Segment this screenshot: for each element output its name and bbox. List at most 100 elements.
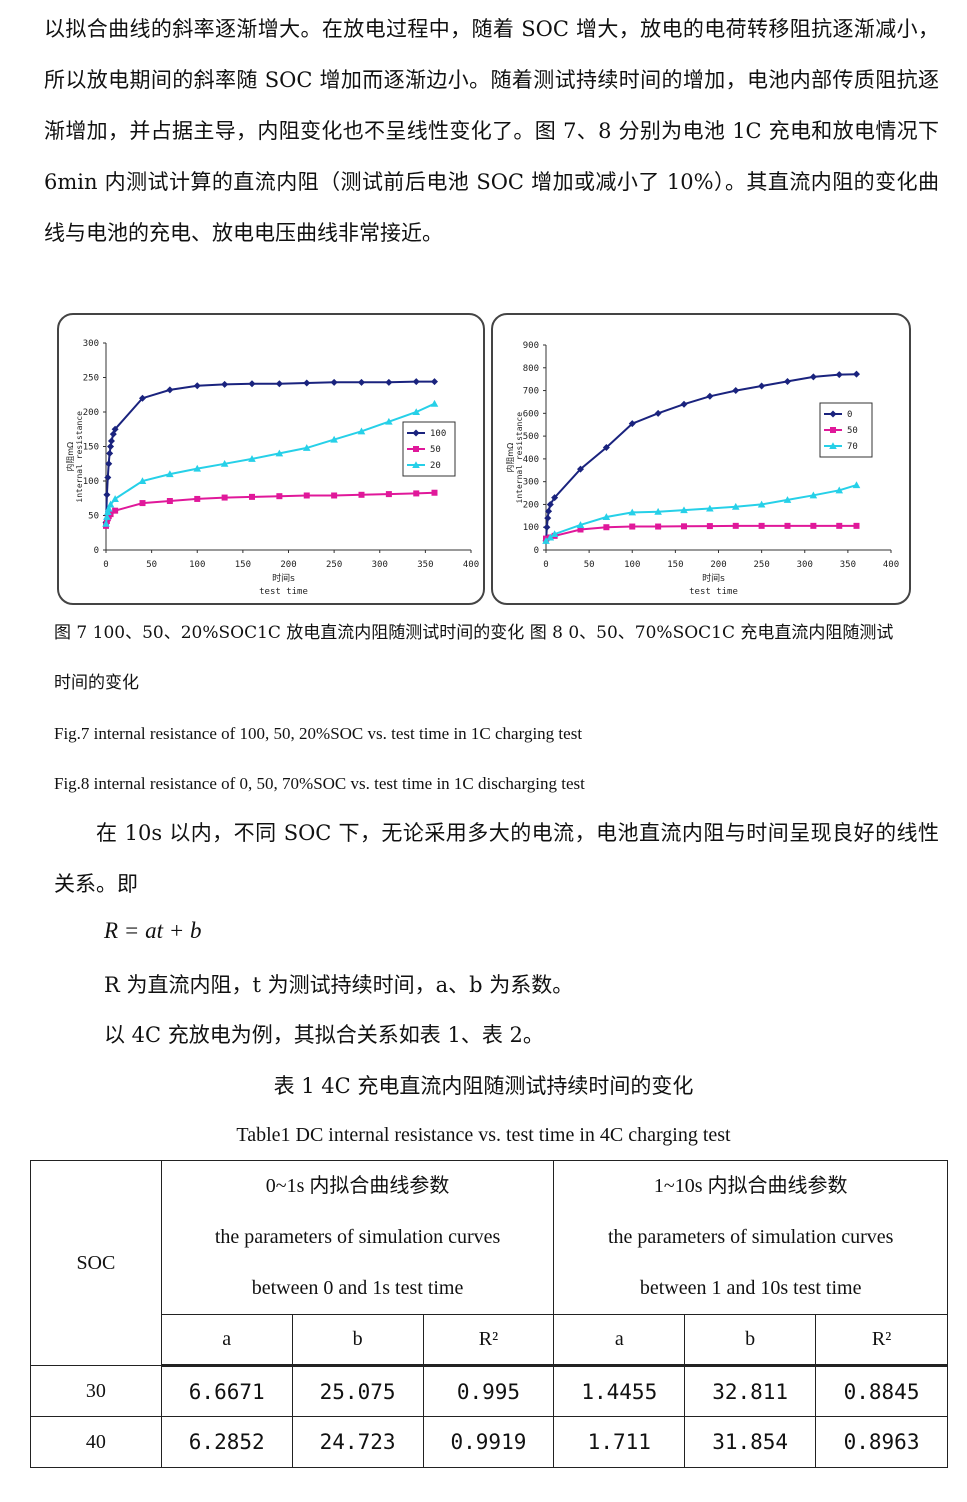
x-tick-label: 50 — [146, 560, 157, 570]
series-line-70 — [545, 484, 857, 542]
subheader-r2-2: R² — [815, 1314, 948, 1367]
data-point-0 — [706, 392, 714, 400]
data-point-100 — [385, 378, 393, 386]
data-point-0 — [545, 507, 553, 515]
legend-marker — [830, 427, 836, 433]
data-point-50 — [249, 493, 255, 500]
data-point-0 — [853, 370, 860, 378]
data-point-100 — [275, 380, 283, 388]
x-axis-label-cn: 时间s — [272, 572, 295, 584]
y-tick-label: 700 — [523, 387, 539, 397]
soc-cell: 30 — [30, 1365, 162, 1417]
data-point-50 — [784, 522, 791, 529]
data-point-50 — [706, 523, 713, 530]
data-point-50 — [655, 523, 662, 530]
data-point-70 — [706, 504, 714, 512]
data-point-20 — [193, 464, 202, 472]
data-point-70 — [852, 481, 861, 489]
y-axis-label-cn: 内阻mΩ — [65, 442, 75, 472]
x-tick-label: 350 — [417, 560, 433, 570]
group1-title-cn: 0~1s 内拟合曲线参数 — [265, 1175, 450, 1197]
r2-cell: 0.8963 — [815, 1416, 948, 1468]
group2-title-cn: 1~10s 内拟合曲线参数 — [653, 1175, 848, 1197]
subheader-r2-1: R² — [422, 1314, 555, 1367]
data-point-50 — [112, 507, 119, 514]
y-tick-label: 400 — [523, 455, 539, 465]
data-point-70 — [542, 537, 550, 544]
y-tick-label: 0 — [534, 546, 539, 556]
data-point-20 — [102, 519, 110, 527]
data-point-100 — [193, 382, 201, 390]
y-axis-label-en: internal resistance — [515, 412, 524, 504]
group-header-0-1s: 0~1s 内拟合曲线参数 the parameters of simulatio… — [160, 1160, 555, 1315]
y-tick-label: 300 — [523, 478, 539, 488]
data-point-50 — [810, 522, 817, 529]
data-point-20 — [138, 477, 147, 484]
legend-label: 70 — [847, 442, 858, 452]
data-point-100 — [106, 449, 114, 457]
legend-marker — [829, 410, 837, 418]
series-line-50 — [105, 491, 435, 526]
data-point-20 — [302, 444, 311, 451]
x-axis-label-cn: 时间s — [702, 572, 725, 584]
data-point-0 — [758, 382, 766, 390]
b1-cell: 24.723 — [291, 1416, 424, 1468]
data-point-100 — [431, 378, 438, 386]
data-point-50 — [732, 522, 739, 529]
data-point-50 — [139, 500, 146, 507]
data-point-0 — [809, 373, 817, 381]
a1-cell: 6.6671 — [160, 1365, 293, 1417]
data-point-70 — [783, 496, 792, 503]
figure-caption-cn-cont: 时间的变化 — [54, 673, 139, 693]
data-point-20 — [111, 495, 119, 502]
data-point-50 — [358, 491, 365, 498]
data-point-0 — [543, 523, 551, 531]
data-point-0 — [835, 371, 843, 379]
data-point-100 — [104, 474, 112, 482]
data-point-100 — [358, 378, 365, 386]
y-axis-label-en: internal resistance — [75, 411, 84, 503]
figure-7-chart: 0 50 100 150 200 250 300 0 50 100 150 200 250 300 350 4… — [57, 313, 485, 605]
data-point-70 — [628, 508, 637, 516]
x-tick-label: 400 — [463, 560, 479, 570]
data-point-50 — [276, 493, 283, 500]
data-point-50 — [166, 498, 173, 505]
legend-marker — [412, 461, 420, 468]
data-point-20 — [430, 399, 439, 407]
y-tick-label: 0 — [94, 546, 99, 556]
data-point-70 — [757, 500, 766, 508]
figure-8-caption-en: Fig.8 internal resistance of 0, 50, 70%S… — [54, 774, 585, 793]
soc-cell: 40 — [30, 1416, 162, 1468]
x-tick-label: 350 — [840, 560, 856, 570]
data-point-0 — [784, 377, 791, 385]
legend-label: 0 — [847, 410, 852, 420]
group1-title-en1: the parameters of simulation curves — [214, 1226, 501, 1248]
legend-label: 50 — [847, 426, 858, 436]
data-point-100 — [107, 437, 115, 445]
group2-title-en1: the parameters of simulation curves — [607, 1226, 894, 1248]
series-line-50 — [545, 524, 857, 540]
data-point-70 — [835, 486, 844, 494]
figure-7-caption-en: Fig.7 internal resistance of 100, 50, 20… — [54, 724, 583, 743]
subheader-a1: a — [160, 1314, 293, 1367]
x-axis-label-en: test time — [689, 587, 738, 597]
table-caption-en: Table1 DC internal resistance vs. test t… — [236, 1124, 731, 1146]
data-point-70 — [680, 506, 688, 514]
data-point-100 — [105, 460, 113, 468]
data-point-20 — [275, 449, 284, 457]
y-tick-label: 100 — [523, 523, 539, 533]
data-point-50 — [385, 491, 392, 498]
legend-marker — [412, 429, 420, 437]
data-point-50 — [629, 523, 636, 530]
y-tick-label: 300 — [83, 339, 99, 349]
data-point-50 — [836, 522, 843, 529]
data-point-50 — [413, 490, 420, 497]
legend-marker — [829, 442, 837, 449]
y-tick-label: 800 — [523, 364, 539, 374]
data-point-100 — [107, 443, 115, 450]
example-sentence: 以 4C 充放电为例，其拟合关系如表 1、表 2。 — [104, 1023, 544, 1047]
data-point-0 — [551, 494, 559, 502]
formula-explanation: R 为直流内阻，t 为测试持续时间，a、b 为系数。 — [104, 973, 574, 997]
data-point-20 — [357, 427, 366, 435]
legend-label: 50 — [430, 445, 441, 455]
